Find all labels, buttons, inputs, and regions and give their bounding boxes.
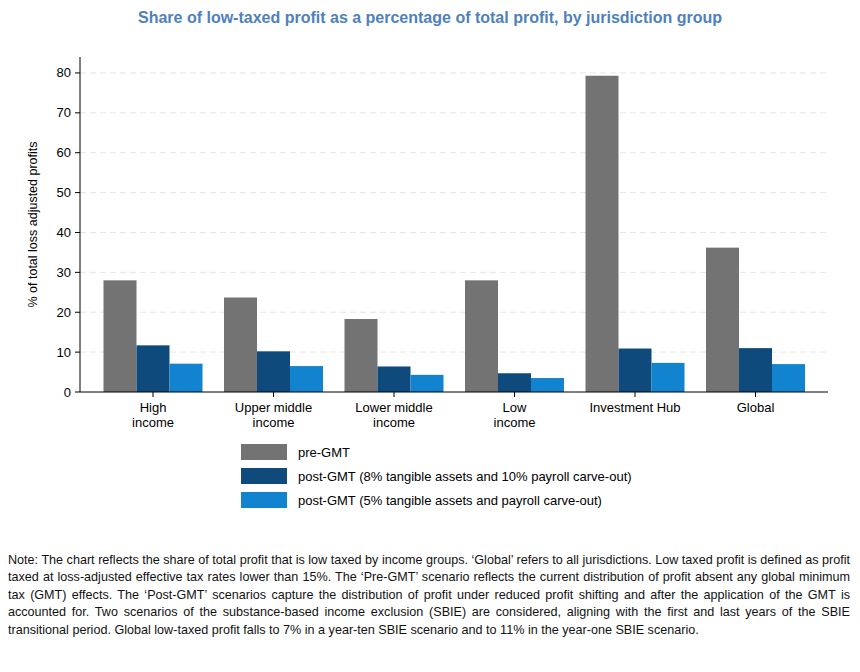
- y-tick: [75, 112, 80, 113]
- x-tick-label: Upper middleincome: [235, 400, 312, 430]
- grid-line: [80, 192, 828, 193]
- bar: [170, 364, 203, 392]
- x-tick: [273, 392, 274, 397]
- x-tick: [394, 392, 395, 397]
- y-tick-label: 60: [57, 145, 71, 160]
- grid-line: [80, 232, 828, 233]
- y-tick-label: 20: [57, 305, 71, 320]
- bar: [465, 280, 498, 392]
- y-tick: [75, 312, 80, 313]
- x-tick-label: Highincome: [132, 400, 174, 430]
- bar: [345, 319, 378, 392]
- bar: [531, 378, 564, 392]
- y-tick: [75, 352, 80, 353]
- legend-label: post-GMT (8% tangible assets and 10% pay…: [298, 469, 632, 484]
- bar: [411, 375, 444, 392]
- bar: [706, 248, 739, 392]
- y-tick: [75, 152, 80, 153]
- y-tick-label: 80: [57, 65, 71, 80]
- y-tick-label: 30: [57, 265, 71, 280]
- y-tick-label: 40: [57, 225, 71, 240]
- bar: [619, 349, 652, 392]
- y-tick: [75, 232, 80, 233]
- bar: [257, 351, 290, 392]
- y-tick: [75, 272, 80, 273]
- x-tick-label: Investment Hub: [589, 400, 680, 415]
- title: Share of low-taxed profit as a percentag…: [138, 9, 722, 26]
- y-axis-label: % of total loss adjusted profits: [26, 141, 40, 307]
- bar: [137, 345, 170, 392]
- bar: [290, 366, 323, 392]
- bar: [498, 373, 531, 392]
- y-tick: [75, 392, 80, 393]
- grid-line: [80, 112, 828, 113]
- x-tick: [635, 392, 636, 397]
- grid-line: [80, 152, 828, 153]
- bar: [772, 364, 805, 392]
- y-tick-label: 10: [57, 345, 71, 360]
- note: Note: The chart reflects the share of to…: [8, 552, 850, 639]
- bar: [652, 363, 685, 392]
- x-axis: [80, 392, 828, 393]
- x-tick-label: Lower middleincome: [355, 400, 432, 430]
- bar: [104, 280, 137, 392]
- x-tick-label: Global: [737, 400, 775, 415]
- legend-swatch: [241, 468, 287, 484]
- y-tick-label: 50: [57, 185, 71, 200]
- legend-label: pre-GMT: [298, 445, 350, 460]
- legend-label: post-GMT (5% tangible assets and payroll…: [298, 493, 602, 508]
- bar: [586, 76, 619, 392]
- y-tick: [75, 192, 80, 193]
- legend-swatch: [241, 492, 287, 508]
- x-tick: [153, 392, 154, 397]
- bar: [739, 348, 772, 392]
- y-tick-label: 70: [57, 105, 71, 120]
- x-tick: [514, 392, 515, 397]
- bar: [224, 297, 257, 392]
- x-tick-label: Lowincome: [494, 400, 536, 430]
- chart: Share of low-taxed profit as a percentag…: [0, 0, 860, 550]
- bars: [104, 76, 806, 392]
- legend-swatch: [241, 444, 287, 460]
- y-axis: [80, 57, 81, 392]
- grid-line: [80, 72, 828, 73]
- y-tick-label: 0: [64, 385, 71, 400]
- y-tick: [75, 72, 80, 73]
- bar: [378, 366, 411, 392]
- x-tick: [755, 392, 756, 397]
